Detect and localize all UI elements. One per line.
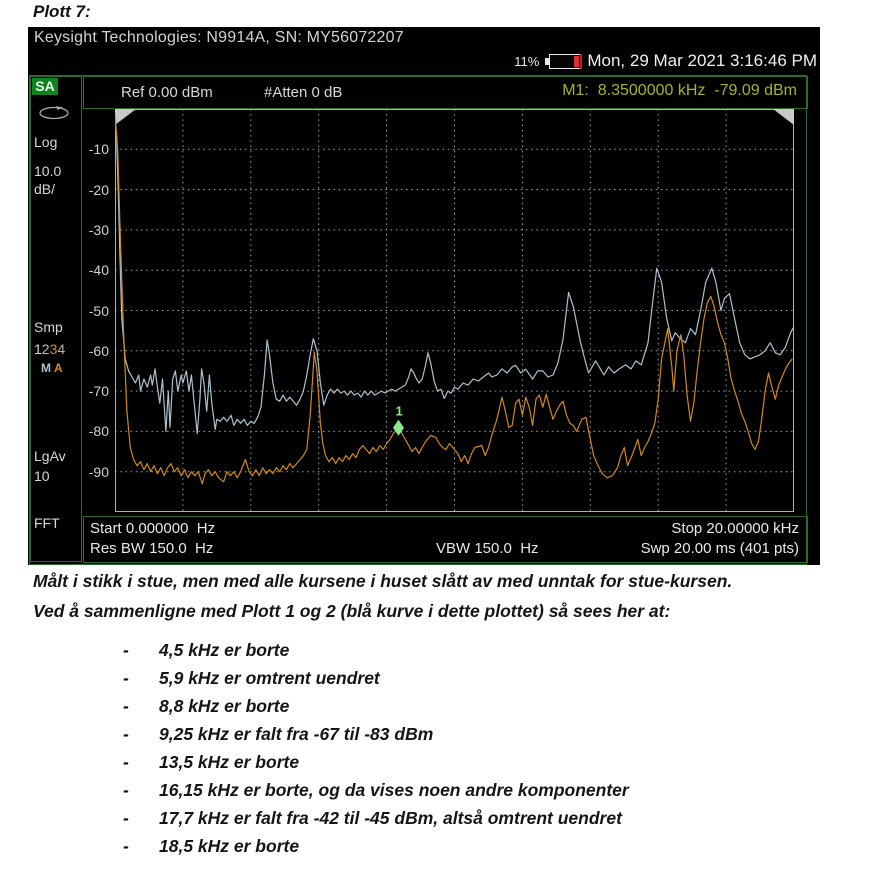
average-type-label: LgAv [34,448,66,464]
sweep-label: Swp 20.00 ms (401 pts) [640,540,799,557]
fft-label: FFT [34,515,60,531]
vbw-label: VBW 150.0 Hz [436,540,539,557]
annotation-row: Ref 0.00 dBm #Atten 0 dB M1: 8.3500000 k… [83,76,808,109]
y-tick-label: -70 [88,383,109,400]
list-item: -9,25 kHz er falt fra -67 til -83 dBm [123,724,434,744]
list-item: -16,15 kHz er borte, og da vises noen an… [123,780,629,800]
page-title: Plott 7: [33,2,91,21]
y-tick-label: -20 [88,181,109,198]
instrument-header: Keysight Technologies: N9914A, SN: MY560… [34,29,404,46]
ref-level-label: Ref 0.00 dBm [121,84,213,101]
mode-badge-sa: SA [32,78,58,95]
list-item: -4,5 kHz er borte [123,640,290,660]
notes-paragraph-2: Ved å sammenligne med Plott 1 og 2 (blå … [33,601,671,621]
start-freq-label: Start 0.000000 Hz [90,520,216,537]
battery-icon [545,53,583,69]
scale-type-label: Log [34,134,58,150]
y-tick-label: -60 [88,342,109,359]
battery-percent: 11% [514,53,540,69]
status-annotation-box: Start 0.000000 Hz Stop 20.00000 kHz Res … [83,516,808,563]
list-item: -8,8 kHz er borte [123,696,290,716]
average-count-label: 10 [34,468,50,484]
sample-detector-label: Smp [34,319,63,335]
y-tick-label: -30 [88,221,109,238]
scale-unit-label: dB/ [34,181,56,197]
svg-text:1: 1 [395,404,402,419]
list-item: -13,5 kHz er borte [123,752,300,772]
notes-section: Målt i stikk i stue, men med alle kursen… [33,571,857,860]
notes-list: -4,5 kHz er borte -5,9 kHz er omtrent ue… [33,636,857,860]
list-item: -5,9 kHz er omtrent uendret [123,668,380,688]
knob-icon [39,106,69,120]
rbw-label: Res BW 150.0 Hz [90,540,214,557]
display-frame [29,75,807,565]
scale-value-label: 10.0 [34,163,62,179]
stop-freq-label: Stop 20.00000 kHz [671,520,799,537]
notes-paragraph-1: Målt i stikk i stue, men med alle kursen… [33,571,733,591]
y-tick-label: -90 [88,463,109,480]
marker-readout: M1: 8.3500000 kHz -79.09 dBm [562,82,797,99]
datetime: Mon, 29 Mar 2021 3:16:46 PM [587,51,817,70]
y-tick-label: -10 [88,141,109,158]
spectrum-plot: 1 [115,109,794,512]
y-tick-label: -40 [88,262,109,279]
sidebar: SA Log 10.0 dB/ Smp 1234 MA LgAv 10 FFT [30,76,82,562]
list-item: -18,5 kHz er borte [123,836,300,856]
trace-numbers: 1234 [34,341,66,357]
y-tick-label: -50 [88,302,109,319]
list-item: -17,7 kHz er falt fra -42 til -45 dBm, a… [123,808,622,828]
attenuation-label: #Atten 0 dB [264,84,343,101]
trace-states: MA [41,361,66,375]
analyzer-screen: Keysight Technologies: N9914A, SN: MY560… [28,27,820,565]
y-tick-label: -80 [88,423,109,440]
status-bar: 11% Mon, 29 Mar 2021 3:16:46 PM [514,51,817,71]
y-axis-labels: -10 -20 -30 -40 -50 -60 -70 -80 -90 [78,109,111,512]
